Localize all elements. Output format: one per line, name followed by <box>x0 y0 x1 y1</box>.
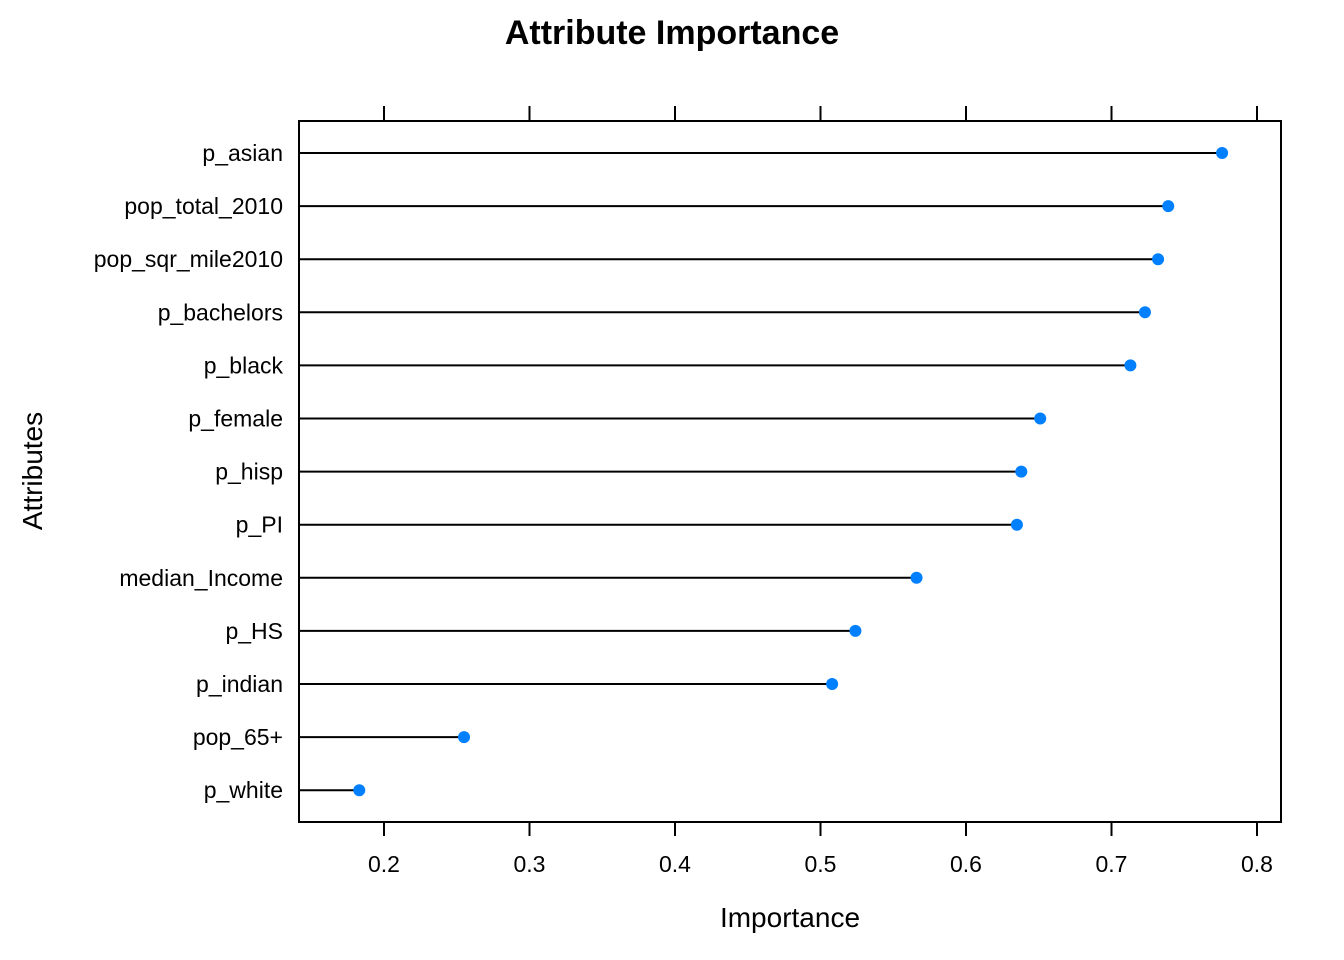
y-axis-title: Attributes <box>17 412 48 530</box>
x-tick-label: 0.2 <box>368 851 400 877</box>
data-point <box>849 624 862 637</box>
data-point <box>1138 306 1151 319</box>
points-group <box>353 147 1229 797</box>
x-axis-ticks: 0.2 0.3 0.4 0.5 0.6 0.7 0.8 <box>368 106 1273 877</box>
category-label: p_black <box>204 352 284 378</box>
category-label: p_HS <box>225 618 283 644</box>
category-label: median_Income <box>119 565 283 591</box>
category-label: pop_total_2010 <box>124 193 283 219</box>
data-point <box>826 678 839 690</box>
x-tick-label: 0.4 <box>659 851 691 877</box>
x-tick-label: 0.3 <box>514 851 546 877</box>
category-label: p_PI <box>236 512 283 538</box>
category-label: p_asian <box>202 140 283 166</box>
data-point <box>1216 147 1229 159</box>
x-tick-label: 0.5 <box>805 851 837 877</box>
category-label: pop_65+ <box>193 724 283 750</box>
data-point <box>1152 253 1165 266</box>
chart-title: Attribute Importance <box>505 14 839 52</box>
category-labels: p_asian pop_total_2010 pop_sqr_mile2010 p_b… <box>94 140 284 803</box>
category-label: p_female <box>188 406 283 432</box>
data-point <box>1034 412 1047 425</box>
data-point <box>458 731 471 744</box>
category-label: p_indian <box>196 671 283 697</box>
category-label: p_bachelors <box>158 299 283 325</box>
data-point <box>910 571 923 584</box>
x-tick-label: 0.6 <box>950 851 982 877</box>
x-tick-label: 0.8 <box>1241 851 1273 877</box>
x-tick-label: 0.7 <box>1096 851 1128 877</box>
x-axis-title: Importance <box>720 902 860 933</box>
data-point <box>1015 465 1028 478</box>
data-point <box>1010 518 1023 531</box>
data-point <box>353 784 366 797</box>
data-point <box>1162 200 1175 213</box>
stems-group <box>299 152 1223 792</box>
category-label: p_white <box>204 777 283 803</box>
category-label: p_hisp <box>215 459 283 485</box>
category-label: pop_sqr_mile2010 <box>94 246 283 272</box>
data-point <box>1124 359 1137 372</box>
